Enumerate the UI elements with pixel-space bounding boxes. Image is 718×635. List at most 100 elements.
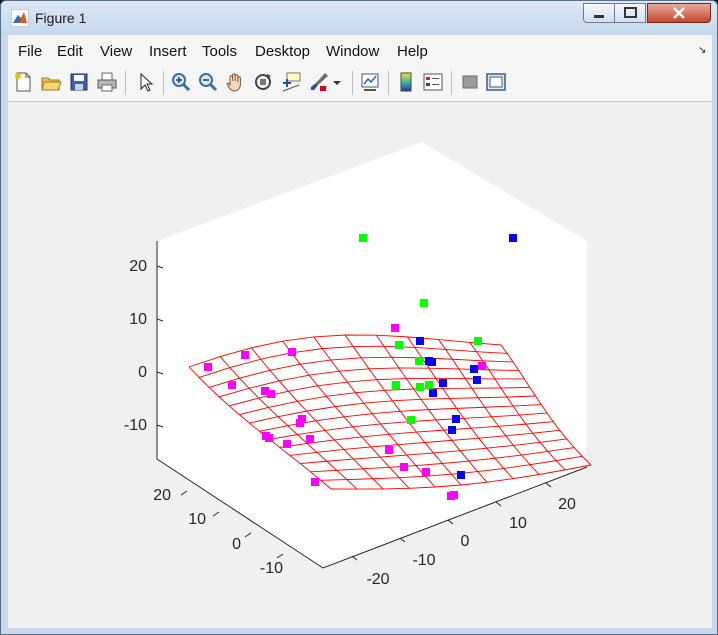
magenta-marker xyxy=(288,348,296,356)
magenta-marker xyxy=(241,351,249,359)
y-tick-mark xyxy=(212,511,220,517)
magenta-marker xyxy=(261,387,269,395)
menu-bar: File Edit View Insert Tools Desktop Wind… xyxy=(8,35,712,66)
blue-marker xyxy=(470,365,478,373)
y-tick-mark xyxy=(276,553,284,559)
menu-help[interactable]: Help xyxy=(397,43,428,60)
zoom-out-icon[interactable] xyxy=(197,71,219,93)
mesh-line xyxy=(289,429,560,456)
mesh-line xyxy=(310,447,575,473)
show-plot-tools-icon[interactable] xyxy=(485,71,507,93)
toolbar-separator xyxy=(163,71,164,95)
brush-dropdown-icon[interactable] xyxy=(331,71,343,93)
zoom-in-icon[interactable] xyxy=(170,71,192,93)
open-file-icon[interactable] xyxy=(40,71,62,93)
x-tick-mark xyxy=(495,501,502,507)
toolbar-separator xyxy=(125,71,126,95)
x-tick-mark xyxy=(447,519,454,525)
x-tick-label: 0 xyxy=(461,533,470,550)
y-tick-label: -10 xyxy=(260,560,283,577)
axis-lines xyxy=(156,241,588,569)
green-marker xyxy=(416,383,424,391)
maximize-button[interactable] xyxy=(614,3,646,23)
mesh-line xyxy=(300,438,567,465)
brush-icon[interactable] xyxy=(308,71,330,93)
magenta-marker xyxy=(283,440,291,448)
magenta-marker xyxy=(267,390,275,398)
blue-marker xyxy=(448,426,456,434)
menu-desktop[interactable]: Desktop xyxy=(255,43,311,60)
mesh-line xyxy=(198,345,508,378)
y-tick-mark xyxy=(180,490,188,496)
figure-canvas[interactable]: 20 10 0 -10 20 10 0 -10 20 10 0 -10 -20 xyxy=(8,102,712,628)
title-bar[interactable]: Figure 1 xyxy=(1,1,717,35)
menu-edit[interactable]: Edit xyxy=(57,43,83,60)
close-button[interactable] xyxy=(647,3,711,23)
z-tick-mark xyxy=(156,424,164,428)
pan-hand-icon[interactable] xyxy=(224,71,246,93)
x-tick-mark xyxy=(351,555,358,561)
menu-view[interactable]: View xyxy=(100,43,133,60)
x-tick-mark xyxy=(399,537,406,543)
data-cursor-icon[interactable] xyxy=(280,71,302,93)
colorbar-icon[interactable] xyxy=(395,71,417,93)
blue-marker xyxy=(428,358,436,366)
green-marker xyxy=(359,234,367,242)
green-marker xyxy=(392,381,400,389)
magenta-marker xyxy=(447,492,455,500)
menu-window[interactable]: Window xyxy=(326,43,380,60)
mesh-line xyxy=(330,464,592,490)
magenta-marker xyxy=(204,363,212,371)
z-tick-label: 10 xyxy=(129,311,147,328)
x-tick-label: -20 xyxy=(366,571,389,588)
window-title: Figure 1 xyxy=(35,10,87,26)
magenta-marker xyxy=(422,468,430,476)
blue-marker xyxy=(439,379,447,387)
green-marker xyxy=(474,337,482,345)
mesh-line xyxy=(259,404,542,432)
magenta-marker xyxy=(391,324,399,332)
magenta-marker xyxy=(385,446,393,454)
axes-background xyxy=(157,142,587,568)
z-tick-mark xyxy=(156,318,164,322)
magenta-marker xyxy=(265,434,273,442)
save-icon[interactable] xyxy=(68,71,90,93)
magenta-marker xyxy=(400,463,408,471)
z-tick-label: 0 xyxy=(138,364,147,381)
menu-insert[interactable]: Insert xyxy=(149,43,187,60)
toolbar-separator xyxy=(352,71,353,95)
y-tick-label: 10 xyxy=(188,511,206,528)
print-icon[interactable] xyxy=(96,71,118,93)
green-marker xyxy=(415,357,423,365)
mesh-line xyxy=(188,334,502,368)
new-figure-icon[interactable] xyxy=(12,71,34,93)
link-plot-icon[interactable] xyxy=(359,71,381,93)
z-tick-label: -10 xyxy=(124,417,147,434)
magenta-marker xyxy=(478,362,486,370)
green-marker xyxy=(420,299,428,307)
y-tick-label: 20 xyxy=(153,487,171,504)
green-marker xyxy=(425,381,433,389)
minimize-button[interactable] xyxy=(583,3,615,23)
menu-file[interactable]: File xyxy=(18,43,43,60)
pointer-icon[interactable] xyxy=(134,71,156,93)
rotate-3d-icon[interactable] xyxy=(252,71,274,93)
x-tick-label: -10 xyxy=(412,552,435,569)
minimize-icon xyxy=(594,15,604,18)
dock-figure-icon[interactable]: ↘ xyxy=(698,45,707,56)
menu-tools[interactable]: Tools xyxy=(202,43,238,60)
green-marker xyxy=(395,341,403,349)
legend-icon[interactable] xyxy=(422,71,444,93)
magenta-marker xyxy=(296,419,304,427)
blue-marker xyxy=(509,234,517,242)
z-tick-mark xyxy=(156,265,164,269)
mesh-line xyxy=(219,367,519,398)
toolbar-separator xyxy=(388,71,389,95)
blue-marker xyxy=(429,389,437,397)
z-tick-label: 20 xyxy=(129,258,147,275)
hide-plot-tools-icon[interactable] xyxy=(459,71,481,93)
blue-marker xyxy=(416,337,424,345)
axes-3d[interactable]: 20 10 0 -10 20 10 0 -10 20 10 0 -10 -20 xyxy=(8,102,712,628)
mesh-line xyxy=(239,387,530,416)
